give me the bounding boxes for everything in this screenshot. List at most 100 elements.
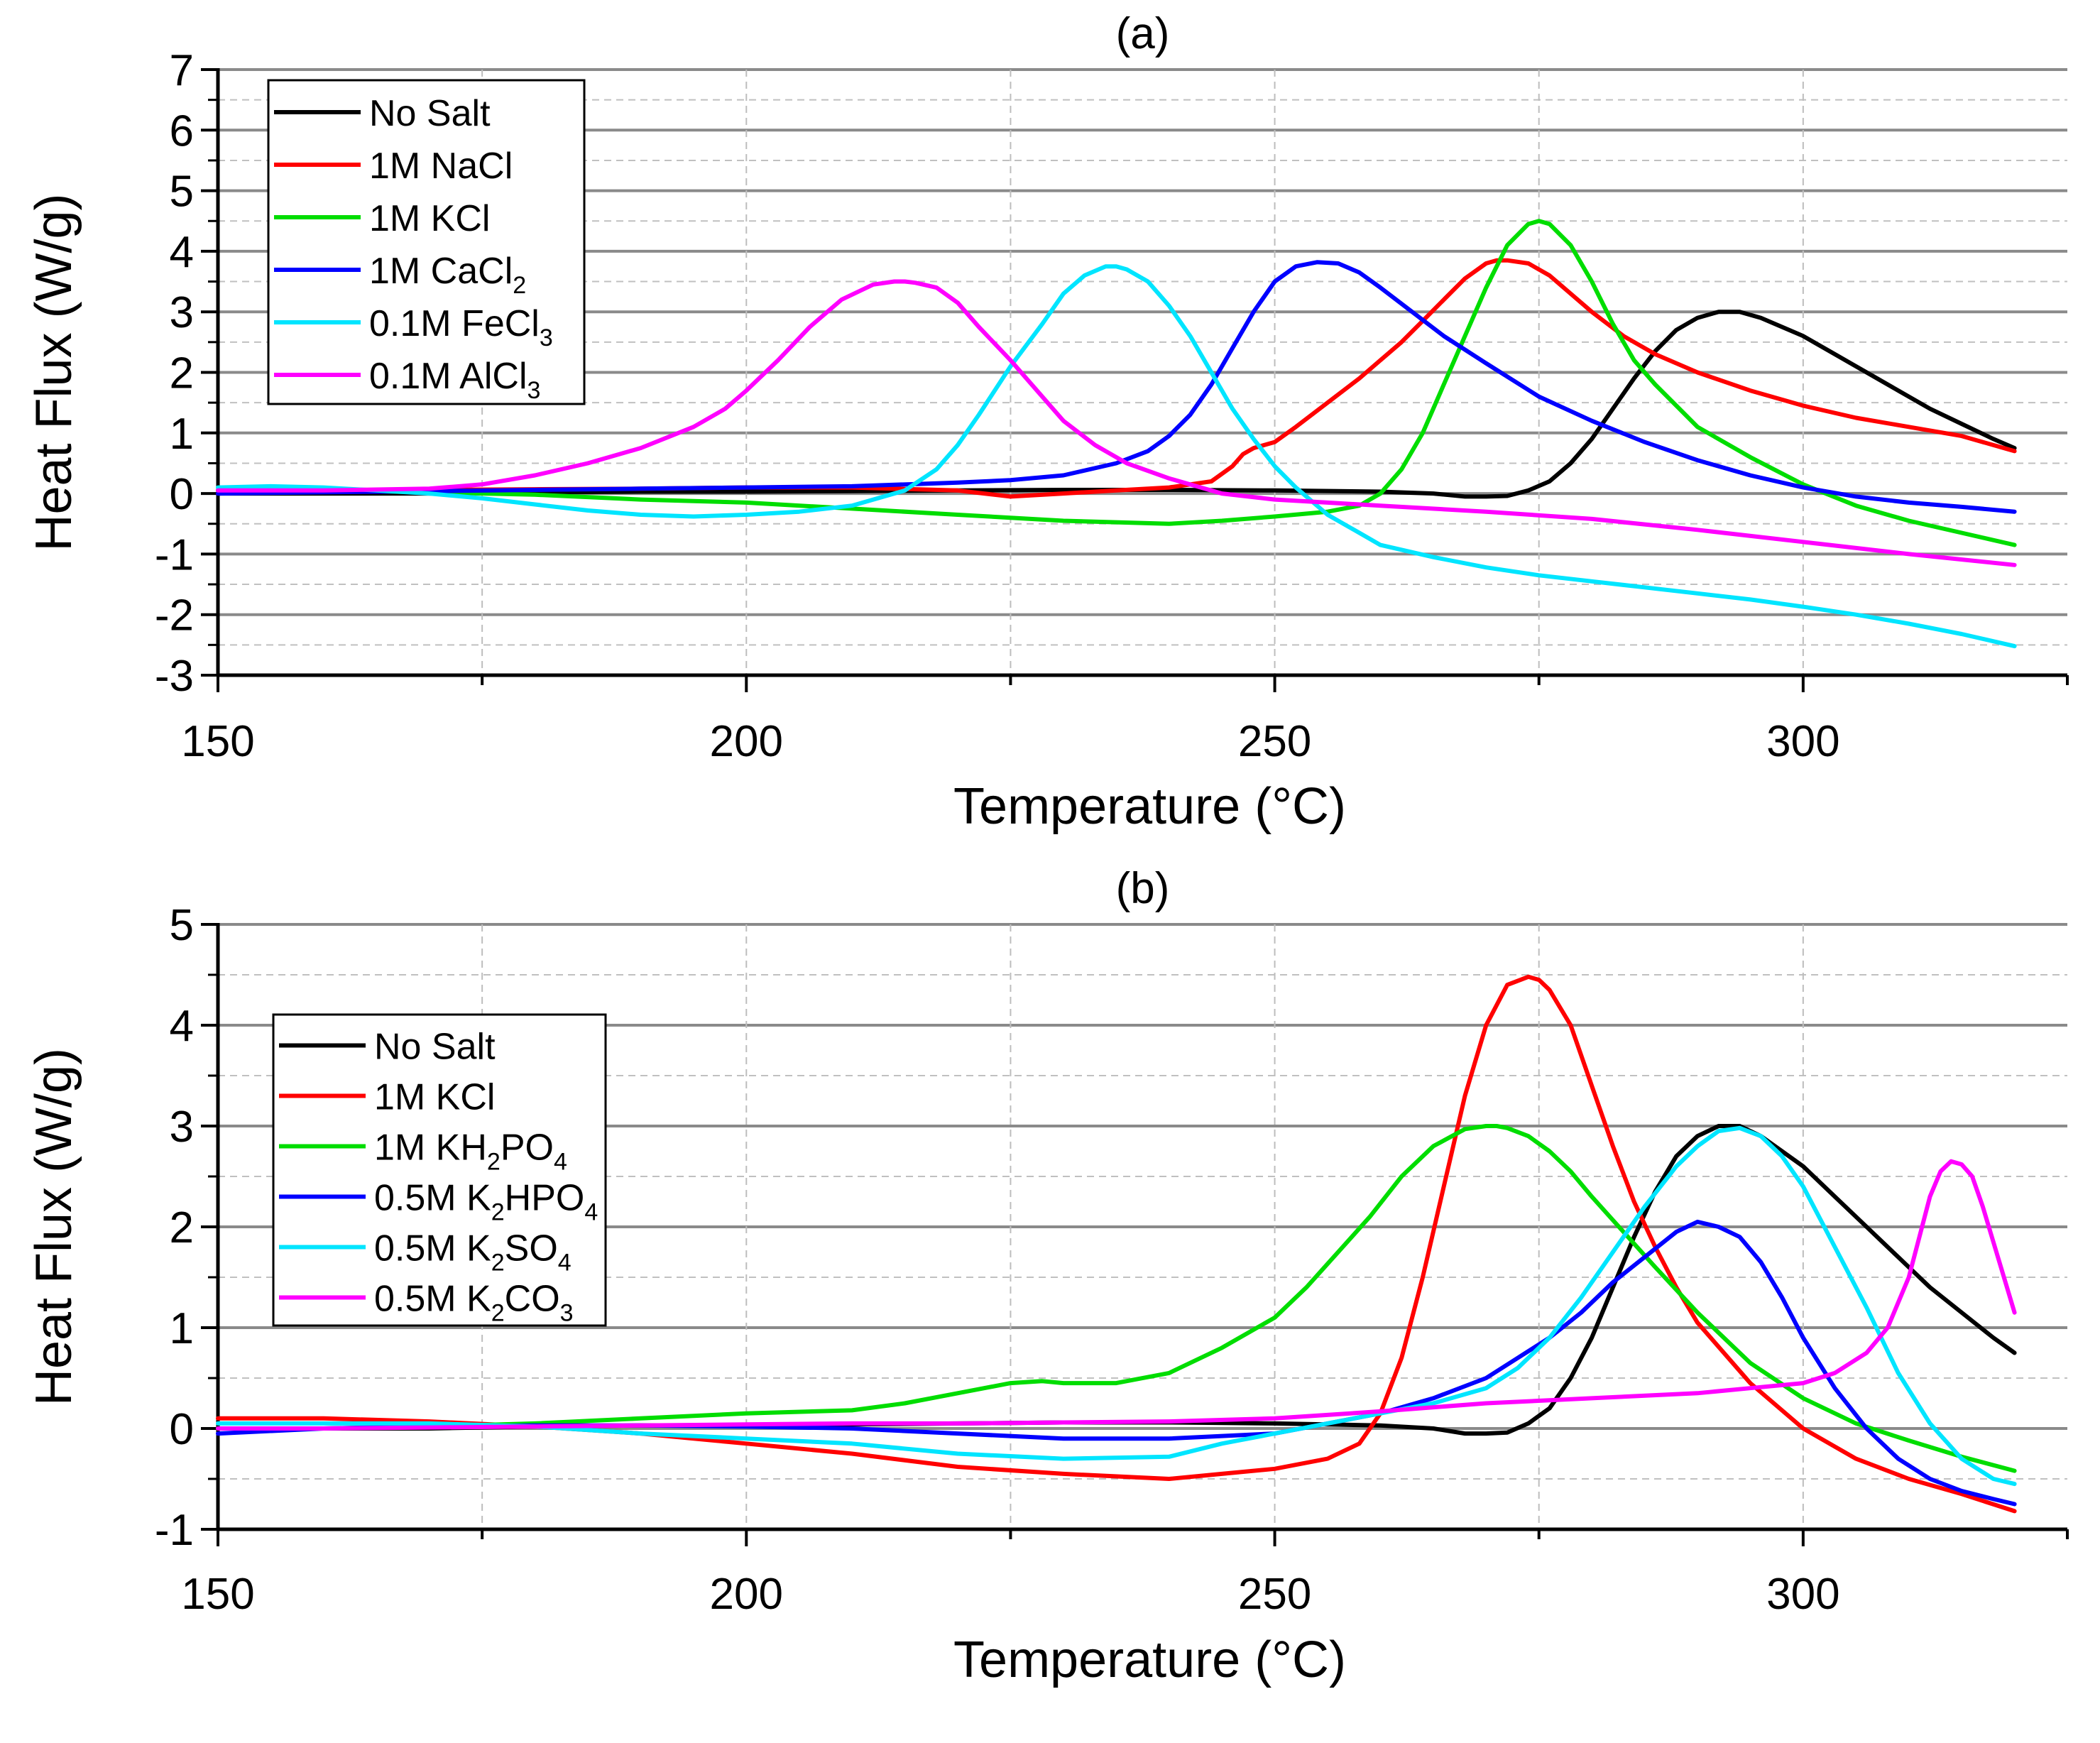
data-point: [533, 503, 537, 506]
data-point: [1463, 495, 1467, 498]
y-tick-label: -1: [155, 1506, 194, 1555]
legend-entry: 0.5M K2HPO4: [374, 1178, 598, 1226]
data-point: [1411, 310, 1414, 314]
data-point: [745, 1437, 748, 1441]
data-point: [1061, 519, 1065, 523]
data-point: [1653, 1265, 1657, 1269]
data-point: [1960, 1490, 1964, 1493]
data-point: [1960, 1163, 1964, 1166]
data-point: [1928, 1195, 1932, 1198]
data-point: [956, 301, 960, 305]
data-point: [639, 447, 642, 450]
x-axis-label: Temperature (°C): [953, 778, 1346, 835]
data-point: [1463, 277, 1467, 280]
data-point: [1896, 1457, 1900, 1460]
data-point: [1971, 1175, 1974, 1179]
data-point: [840, 298, 843, 302]
data-point: [1326, 513, 1330, 517]
data-point: [1569, 292, 1573, 295]
data-point: [1115, 461, 1118, 465]
data-point: [1220, 1442, 1224, 1446]
data-point: [639, 1432, 642, 1436]
data-point: [1590, 579, 1594, 583]
data-point: [1442, 334, 1445, 338]
data-point: [1167, 476, 1171, 480]
data-point: [1273, 1421, 1276, 1425]
data-point: [851, 1427, 854, 1431]
legend-entry: 0.1M AlCl3: [369, 356, 540, 404]
data-point: [1061, 419, 1065, 422]
data-point: [1632, 1200, 1636, 1203]
series-line-3: [216, 219, 2017, 547]
data-point: [935, 286, 939, 290]
data-point: [1548, 1149, 1551, 1153]
data-point: [1865, 1225, 1869, 1229]
data-point: [1749, 455, 1752, 459]
data-point: [322, 1421, 325, 1425]
data-point: [956, 1465, 960, 1469]
data-point: [1537, 395, 1541, 398]
data-point: [1442, 383, 1445, 386]
data-point: [1590, 310, 1594, 314]
data-point: [1463, 1432, 1467, 1436]
data-point: [1188, 334, 1192, 338]
data-point: [427, 492, 431, 496]
data-point: [1506, 244, 1509, 247]
y-tick-label: 3: [170, 288, 194, 337]
data-point: [1146, 280, 1149, 283]
data-point: [427, 1421, 431, 1425]
data-point: [1928, 407, 1932, 410]
data-point: [1115, 265, 1118, 268]
data-point: [797, 510, 801, 513]
data-point: [1431, 1427, 1435, 1431]
data-point: [1696, 1144, 1700, 1148]
data-point: [1061, 292, 1065, 295]
data-point: [1167, 1437, 1171, 1441]
data-point: [1357, 531, 1361, 535]
data-point: [1506, 258, 1509, 262]
data-point: [1643, 586, 1646, 589]
legend-entry: 0.5M K2SO4: [374, 1228, 572, 1277]
data-point: [1907, 622, 1910, 625]
x-tick-label: 250: [1238, 1570, 1311, 1619]
y-tick-label: 5: [170, 168, 194, 217]
y-tick-label: -2: [155, 591, 194, 640]
data-point: [322, 488, 325, 492]
data-point: [1210, 371, 1213, 374]
data-point: [639, 1416, 642, 1420]
y-tick-label: 2: [170, 1203, 194, 1252]
y-tick-label: 5: [170, 901, 194, 950]
data-point: [1960, 633, 1964, 636]
data-point: [745, 1411, 748, 1415]
data-point: [1061, 1472, 1065, 1475]
data-point: [1548, 1336, 1551, 1340]
data-point: [1463, 334, 1467, 338]
data-point: [1896, 1255, 1900, 1259]
data-point: [935, 468, 939, 471]
data-point: [1526, 1135, 1530, 1138]
data-point: [1442, 1185, 1445, 1189]
data-point: [533, 488, 537, 492]
data-point: [776, 359, 780, 362]
y-tick-label: 6: [170, 106, 194, 155]
data-point: [1231, 346, 1235, 350]
data-point: [745, 1423, 748, 1426]
data-point: [956, 513, 960, 517]
data-point: [1484, 361, 1488, 365]
y-tick-label: 7: [170, 46, 194, 95]
data-point: [1326, 1421, 1330, 1425]
data-point: [1833, 1387, 1837, 1390]
data-point: [1907, 1439, 1910, 1443]
data-point: [1781, 325, 1784, 329]
data-point: [1590, 419, 1594, 422]
data-point: [1167, 1420, 1171, 1424]
data-point: [1061, 1421, 1065, 1424]
data-point: [1801, 540, 1805, 544]
data-point: [1590, 1084, 1594, 1088]
panel-b: 150 200 250 300 -1 0 1 2 3 4 5 (b) Temperature (°C) H…: [26, 864, 2069, 1688]
data-point: [956, 1452, 960, 1455]
data-point: [1041, 1379, 1044, 1383]
data-point: [1431, 1401, 1435, 1405]
data-point: [1590, 1195, 1594, 1198]
data-point: [1643, 1255, 1646, 1259]
